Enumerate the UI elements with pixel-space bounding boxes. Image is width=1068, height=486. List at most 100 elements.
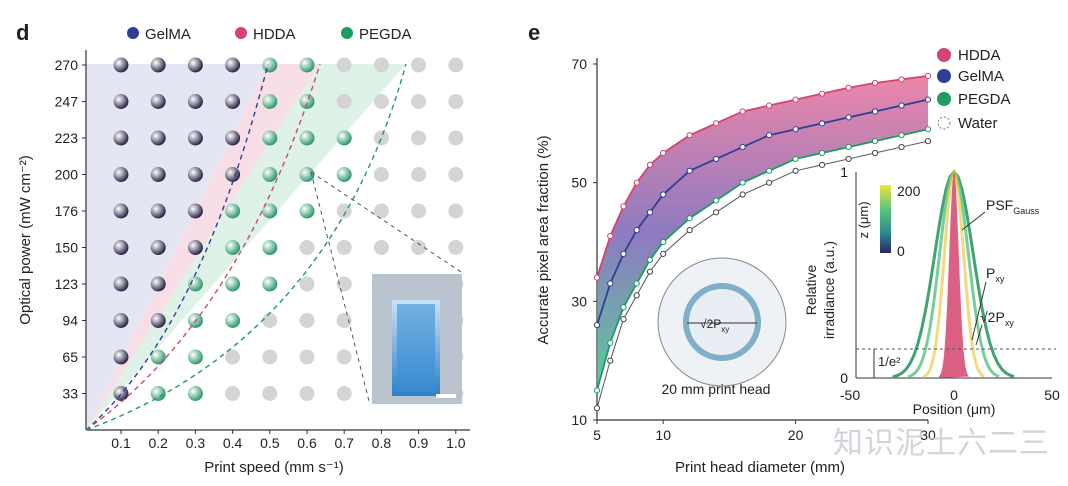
data-point-d (411, 94, 427, 109)
data-point-d (113, 57, 129, 73)
data-point-gelma (593, 321, 601, 329)
data-point-water (845, 155, 852, 163)
data-point-hdda (633, 179, 640, 186)
data-point-water (633, 292, 640, 299)
data-point-d (187, 203, 203, 219)
x-tick-label-inset: 50 (1044, 387, 1060, 403)
data-point-d (113, 313, 129, 328)
legend-marker-hdda (235, 27, 247, 39)
data-point-d (411, 167, 427, 182)
legend-marker-gelma (937, 69, 951, 83)
series-line-pegda (596, 128, 929, 391)
uncertainty-band (597, 75, 928, 391)
hdda-boundary (85, 63, 321, 431)
y-tick-label-d: 123 (55, 276, 79, 292)
data-point-hdda (792, 96, 799, 103)
y-tick-label-d: 176 (55, 203, 79, 219)
x-tick-label-e: 20 (788, 427, 804, 443)
pxy-label: Pxy (986, 265, 1005, 284)
data-point-pegda (633, 280, 640, 287)
data-point-d (187, 349, 203, 365)
colorbar-label: z (μm) (856, 201, 871, 238)
data-point-d (225, 94, 241, 109)
legend-label-gelma: GelMA (958, 68, 1004, 85)
data-point-d (150, 276, 166, 292)
data-point-gelma (871, 108, 879, 115)
x-tick-label-d: 0.1 (111, 435, 131, 451)
data-point-hdda (871, 79, 879, 87)
data-point-d (373, 57, 389, 73)
data-point-d (299, 203, 315, 219)
data-point-pegda (898, 132, 905, 139)
data-point-water (871, 149, 879, 157)
data-point-pegda (818, 149, 826, 157)
data-point-d (262, 57, 278, 73)
data-point-d (113, 94, 129, 109)
legend-marker-water (937, 116, 951, 130)
legend-marker-gelma (127, 27, 139, 39)
data-point-d (262, 276, 278, 292)
data-point-hdda (660, 149, 667, 157)
data-point-d (411, 203, 427, 219)
data-point-d (336, 94, 352, 109)
data-point-hdda (593, 274, 601, 281)
colorbar-tick-label: 0 (897, 243, 905, 259)
data-point-gelma (766, 132, 773, 139)
data-point-water (686, 227, 693, 234)
data-point-d (187, 276, 203, 292)
photo-inset-fill (397, 304, 435, 392)
data-point-d (113, 130, 129, 146)
data-point-gelma (686, 167, 693, 174)
data-point-water (924, 138, 932, 145)
data-point-pegda (713, 197, 720, 204)
legend-marker-pegda (341, 27, 353, 39)
y-tick-label-d: 270 (55, 57, 79, 73)
data-point-d (225, 203, 241, 219)
y-axis-label-inset-1: Relative (803, 265, 819, 316)
data-point-hdda (646, 161, 654, 168)
data-point-gelma (646, 209, 654, 216)
legend-label-pegda: PEGDA (359, 26, 412, 43)
data-point-d (187, 57, 203, 73)
x-tick-label-d: 0.8 (372, 435, 392, 451)
data-point-d (336, 240, 352, 255)
data-point-d (411, 240, 427, 255)
data-point-d (299, 240, 315, 255)
data-point-d (225, 130, 241, 146)
data-point-d (150, 349, 166, 365)
data-point-d (150, 313, 166, 328)
data-point-water (660, 250, 667, 257)
data-point-gelma (898, 102, 905, 109)
y-tick-label-d: 65 (62, 349, 78, 365)
series-line-hdda (596, 74, 929, 278)
series-line-water (596, 140, 929, 409)
data-point-d (262, 167, 278, 182)
subscript: xy (721, 325, 729, 334)
data-point-d (336, 349, 352, 365)
legend-label-gelma: GelMA (145, 26, 191, 43)
data-point-water (898, 143, 905, 151)
data-point-water (607, 357, 614, 364)
data-point-d (336, 276, 352, 292)
x-tick-label-e: 30 (920, 427, 936, 443)
data-point-d (225, 57, 241, 73)
data-point-d (448, 203, 464, 219)
panel-label-e: e (528, 20, 540, 45)
data-point-d (262, 349, 278, 365)
data-point-d (262, 94, 278, 109)
data-point-d (373, 203, 389, 219)
data-point-d (262, 313, 278, 328)
subscript: Gauss (1013, 206, 1040, 216)
data-point-d (150, 167, 166, 182)
data-point-pegda (660, 238, 667, 246)
data-point-d (113, 349, 129, 365)
data-point-d (113, 276, 129, 292)
data-point-pegda (607, 339, 614, 346)
data-point-d (299, 94, 315, 109)
data-point-d (373, 94, 389, 109)
y-tick-label-e: 30 (571, 293, 587, 309)
data-point-d (336, 386, 352, 401)
pegda-region (86, 64, 406, 430)
y-tick-label-d: 223 (55, 130, 79, 146)
